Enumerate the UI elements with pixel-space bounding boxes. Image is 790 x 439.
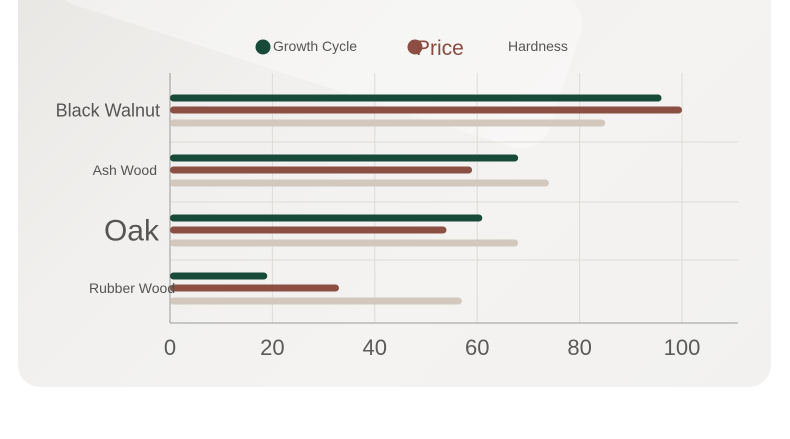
- bar-hardness-rubber-wood: [170, 297, 462, 305]
- bar-growth-cycle-black-walnut: [170, 94, 662, 102]
- x-tick-label: 40: [363, 335, 387, 360]
- legend-marker: [407, 39, 423, 55]
- legend: Growth Cycle Price Hardness: [255, 37, 568, 60]
- bar-hardness-oak: [170, 239, 519, 247]
- category-label: Black Walnut: [56, 100, 160, 120]
- bar-hardness-ash-wood: [170, 179, 549, 187]
- grid-lines: [170, 73, 738, 323]
- x-tick-labels: 0 20 40 60 80 100: [164, 335, 700, 360]
- bars: [170, 94, 682, 305]
- legend-label: Price: [416, 37, 464, 60]
- category-label: Rubber Wood: [89, 280, 175, 296]
- x-tick-label: 60: [465, 335, 489, 360]
- category-label: Oak: [104, 215, 160, 248]
- legend-marker: [255, 39, 271, 55]
- bar-price-rubber-wood: [170, 284, 339, 292]
- bar-chart: Black Walnut Ash Wood Oak Rubber Wood 0 20 40…: [56, 37, 738, 360]
- category-label: Ash Wood: [93, 162, 157, 178]
- bar-price-black-walnut: [170, 106, 682, 114]
- x-tick-label: 80: [567, 335, 591, 360]
- legend-label: Growth Cycle: [273, 38, 357, 54]
- chart-card: Black Walnut Ash Wood Oak Rubber Wood 0 20 40…: [18, 0, 771, 387]
- x-tick-label: 100: [664, 335, 701, 360]
- bar-price-ash-wood: [170, 166, 473, 174]
- bar-hardness-black-walnut: [170, 119, 606, 127]
- category-labels: Black Walnut Ash Wood Oak Rubber Wood: [56, 100, 176, 296]
- bar-price-oak: [170, 226, 447, 234]
- axes: [169, 73, 738, 324]
- legend-label: Hardness: [508, 38, 568, 54]
- x-tick-label: 20: [260, 335, 284, 360]
- bar-growth-cycle-ash-wood: [170, 154, 519, 162]
- x-tick-label: 0: [164, 335, 176, 360]
- bar-growth-cycle-rubber-wood: [170, 272, 268, 280]
- bar-growth-cycle-oak: [170, 214, 483, 222]
